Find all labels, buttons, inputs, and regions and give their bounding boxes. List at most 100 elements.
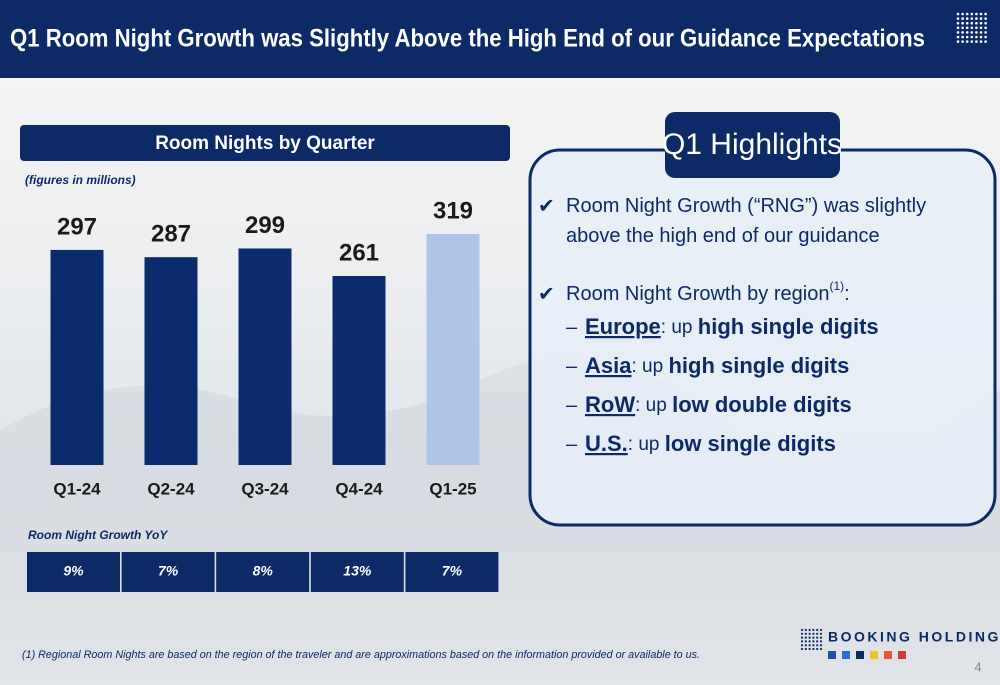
region-mid: : up bbox=[661, 317, 698, 338]
page-number: 4 bbox=[974, 659, 981, 674]
growth-value: 7% bbox=[442, 563, 463, 579]
dot bbox=[979, 35, 983, 39]
dot bbox=[816, 644, 819, 647]
growth-row: 9% 7% 8% 13% 7% bbox=[27, 552, 499, 592]
dot bbox=[984, 17, 987, 20]
footnote-ref: (1) bbox=[829, 279, 844, 293]
region-line: RoW: up low double digits bbox=[585, 392, 852, 417]
x-tick-label: Q1-24 bbox=[53, 479, 101, 498]
bar bbox=[426, 234, 480, 465]
region-line: Europe: up high single digits bbox=[585, 314, 879, 339]
dot bbox=[804, 628, 807, 632]
check-mark: ✔ bbox=[538, 195, 555, 217]
highlight-text: Room Night Growth by region(1): bbox=[566, 279, 850, 305]
dot bbox=[812, 632, 815, 635]
dot bbox=[975, 12, 978, 16]
dot bbox=[812, 640, 815, 643]
dash: – bbox=[566, 394, 578, 416]
dot bbox=[970, 12, 974, 16]
region-mid: : up bbox=[635, 395, 672, 416]
region-mid: : up bbox=[631, 356, 668, 377]
brand-square bbox=[856, 651, 864, 659]
growth-cell bbox=[216, 552, 310, 592]
dot bbox=[804, 636, 807, 639]
highlights-title-bar bbox=[665, 112, 840, 178]
value-label: 261 bbox=[339, 239, 379, 266]
dot bbox=[961, 31, 964, 34]
region-name: U.S. bbox=[585, 431, 628, 456]
dot bbox=[956, 17, 960, 20]
dot bbox=[812, 644, 815, 647]
brand-square bbox=[842, 651, 850, 659]
growth-cell bbox=[121, 552, 215, 592]
check-mark: ✔ bbox=[538, 283, 555, 305]
dot bbox=[975, 35, 978, 39]
dot bbox=[979, 12, 983, 16]
chart-title: Room Nights by Quarter bbox=[155, 133, 375, 154]
dot bbox=[804, 644, 807, 647]
dash: – bbox=[566, 316, 578, 338]
dot bbox=[800, 644, 804, 647]
growth-value: 7% bbox=[158, 563, 179, 579]
dot bbox=[819, 632, 823, 635]
dot bbox=[965, 12, 969, 16]
dot bbox=[804, 640, 807, 643]
dot bbox=[812, 647, 815, 651]
logo-text: BOOKING HOLDINGS bbox=[828, 629, 1000, 645]
dot bbox=[816, 636, 819, 639]
value-label: 299 bbox=[245, 212, 285, 239]
highlight-tail: : bbox=[844, 283, 850, 305]
highlights-list: ✔ Room Night Growth (“RNG”) was slightly a… bbox=[538, 195, 926, 456]
bar-chart: 297 Q1-24 287 Q2-24 299 Q3-24 261 Q4-24 319 Q1-25 bbox=[50, 197, 480, 498]
dot bbox=[961, 21, 964, 25]
dot bbox=[970, 31, 974, 34]
dot bbox=[956, 35, 960, 39]
region-detail: high single digits bbox=[668, 353, 849, 378]
region-name: RoW bbox=[585, 392, 635, 417]
brand-square bbox=[898, 651, 906, 659]
region-detail: high single digits bbox=[698, 314, 879, 339]
dot bbox=[816, 632, 819, 635]
dot bbox=[984, 12, 987, 16]
highlight-text: Room Night Growth (“RNG”) was slightly bbox=[566, 195, 926, 217]
growth-cell bbox=[27, 552, 120, 592]
dot bbox=[800, 636, 804, 639]
dot bbox=[961, 35, 964, 39]
dot bbox=[965, 35, 969, 39]
growth-value: 8% bbox=[253, 563, 274, 579]
dot bbox=[984, 40, 987, 43]
x-tick-label: Q4-24 bbox=[335, 479, 383, 498]
dot bbox=[819, 636, 823, 639]
dot bbox=[970, 35, 974, 39]
dot bbox=[961, 17, 964, 20]
dot bbox=[970, 26, 974, 30]
dot bbox=[965, 21, 969, 25]
dot bbox=[965, 40, 969, 43]
dot bbox=[975, 21, 978, 25]
x-tick-label: Q3-24 bbox=[241, 479, 289, 498]
corner-icon bbox=[956, 12, 987, 43]
dash: – bbox=[566, 355, 578, 377]
dot bbox=[979, 26, 983, 30]
dot bbox=[975, 31, 978, 34]
dot bbox=[979, 31, 983, 34]
highlight-text: above the high end of our guidance bbox=[566, 225, 880, 247]
region-detail: low double digits bbox=[672, 392, 852, 417]
dot bbox=[812, 628, 815, 632]
dot bbox=[808, 636, 811, 639]
dot bbox=[800, 628, 804, 632]
dot bbox=[808, 644, 811, 647]
growth-value: 13% bbox=[343, 563, 372, 579]
dot bbox=[984, 21, 987, 25]
growth-label: Room Night Growth YoY bbox=[28, 528, 168, 542]
bar bbox=[238, 248, 292, 465]
dot bbox=[800, 640, 804, 643]
region-name: Asia bbox=[585, 353, 632, 378]
growth-value: 9% bbox=[63, 563, 84, 579]
logo-icon bbox=[800, 628, 823, 651]
dot bbox=[984, 26, 987, 30]
value-label: 319 bbox=[433, 197, 473, 224]
dot bbox=[970, 17, 974, 20]
dot bbox=[984, 35, 987, 39]
dot bbox=[816, 628, 819, 632]
